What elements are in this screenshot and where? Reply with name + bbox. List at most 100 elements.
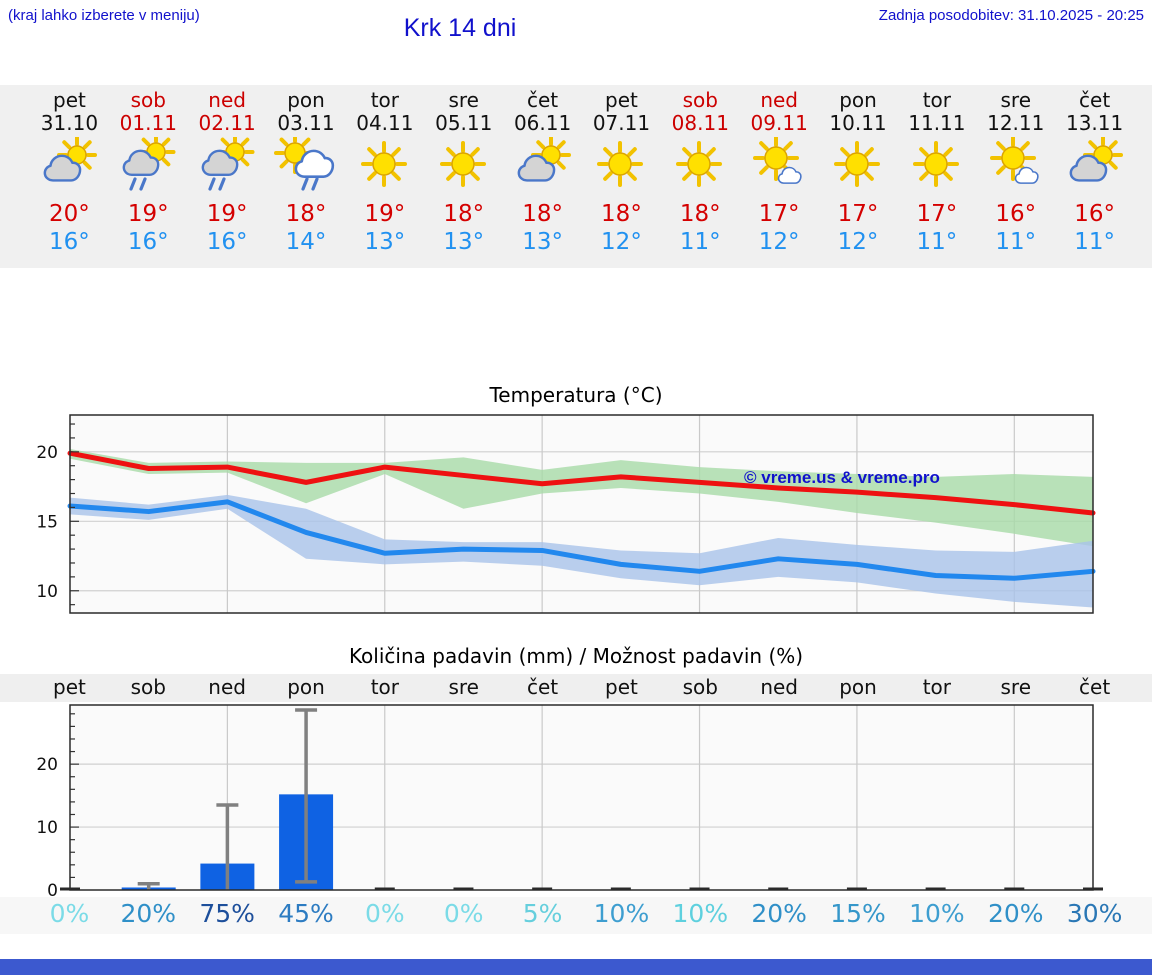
forecast-day-column: sob 08.11 18° 11° (661, 89, 740, 268)
day-weather-icon (1055, 135, 1134, 199)
day-max-temp: 16° (1074, 201, 1115, 227)
day-weather-icon (188, 132, 267, 199)
precip-day-label: sob (682, 675, 718, 699)
day-max-temp: 18° (443, 201, 485, 227)
day-min-temp: 12° (601, 229, 642, 255)
zero-precip-mark (1004, 887, 1025, 891)
sunny-icon (597, 141, 644, 187)
precipitation-probability: 10% (672, 899, 729, 928)
day-name: ned (760, 88, 798, 112)
temp-plot-border (69, 414, 1094, 614)
precip-day-label: pet (53, 675, 86, 699)
day-name: pet (53, 88, 86, 112)
sunny-icon (834, 141, 881, 187)
day-name: ned (208, 88, 246, 112)
precip-day-label: sre (448, 675, 479, 699)
precipitation-probability: 20% (987, 899, 1044, 928)
day-name: sre (1000, 88, 1031, 112)
forecast-day-column: pon 03.11 18° 14° (267, 89, 346, 268)
day-weather-icon (424, 135, 503, 199)
day-min-temp: 12° (758, 229, 800, 255)
mostly-sunny-icon (753, 135, 802, 184)
sunny-icon (676, 141, 723, 187)
day-min-temp: 13° (364, 229, 406, 255)
partly-cloudy-rain-icon (201, 132, 255, 191)
day-name: sob (682, 88, 718, 112)
day-max-temp: 16° (995, 201, 1037, 227)
y-tick-label: 20 (36, 755, 58, 775)
precip-day-label: pet (605, 675, 638, 699)
zero-precip-mark (610, 887, 631, 891)
day-max-temp: 17° (916, 201, 958, 227)
day-min-temp: 14° (285, 229, 327, 255)
y-tick-label: 15 (36, 512, 58, 532)
partly-cloudy-rain-icon (122, 132, 176, 191)
day-name: pon (839, 88, 877, 112)
precipitation-day-labels: pet sob ned pon tor sre čet pet sob ned pon tor sre č… (0, 674, 1152, 702)
precipitation-probability: 15% (830, 899, 886, 928)
day-date: 31.10 (40, 111, 99, 135)
zero-precip-mark (768, 887, 789, 891)
precipitation-probability: 10% (593, 899, 650, 928)
day-max-temp: 18° (601, 201, 642, 227)
max-temp-line (67, 450, 1096, 516)
sunny-icon (360, 141, 407, 187)
day-name: sob (130, 88, 166, 112)
precipitation-probability: 45% (278, 899, 334, 928)
day-min-temp: 16° (127, 229, 169, 255)
forecast-day-column: pet 31.10 20° 16° (30, 89, 109, 268)
day-min-temp: 11° (679, 229, 721, 255)
precipitation-probability: 30% (1066, 899, 1123, 928)
temperature-chart: 10 15 20 (36, 414, 1096, 614)
day-min-temp: 16° (206, 229, 248, 255)
forecast-day-column: sob 01.11 19° 16° (109, 89, 188, 268)
y-tick-label: 10 (36, 582, 58, 602)
day-max-temp: 18° (679, 201, 721, 227)
day-date: 09.11 (750, 111, 808, 135)
day-max-temp: 17° (758, 201, 800, 227)
precip-plot-bg (70, 705, 1093, 890)
day-weather-icon (109, 132, 188, 199)
precipitation-probability: 20% (120, 899, 177, 928)
precip-day-label: sre (1000, 675, 1031, 699)
precipitation-probability: 20% (751, 899, 807, 928)
precip-day-label: sob (130, 675, 166, 699)
forecast-day-column: tor 04.11 19° 13° (345, 89, 424, 268)
day-date: 06.11 (513, 111, 572, 135)
day-weather-icon (897, 135, 976, 199)
zero-precip-mark (846, 887, 867, 891)
watermark-link[interactable]: © vreme.us & vreme.pro (744, 468, 940, 487)
y-tick-label: 0 (47, 881, 58, 898)
forecast-day-column: ned 02.11 19° 16° (188, 89, 267, 268)
day-name: sre (448, 88, 479, 112)
day-weather-icon (819, 135, 898, 199)
day-max-temp: 19° (206, 201, 248, 227)
sun-cloud-right-rain-icon (274, 132, 335, 191)
precipitation-probability: 0% (443, 899, 484, 928)
precip-day-label: tor (370, 675, 400, 699)
day-weather-icon (267, 132, 346, 199)
footer-bar (0, 959, 1152, 975)
day-max-temp: 19° (364, 201, 406, 227)
precip-day-label: pon (839, 675, 877, 699)
day-date: 08.11 (671, 111, 729, 135)
day-date: 02.11 (198, 111, 256, 135)
day-weather-icon (345, 135, 424, 199)
day-max-temp: 18° (522, 201, 563, 227)
partly-cloudy-icon (44, 135, 98, 182)
day-min-temp: 16° (49, 229, 90, 255)
day-name: tor (370, 88, 400, 112)
day-name: pet (605, 88, 638, 112)
forecast-day-column: sre 12.11 16° 11° (976, 89, 1055, 268)
mostly-sunny-icon (989, 135, 1039, 184)
precipitation-probability: 10% (909, 899, 965, 928)
day-weather-icon (740, 135, 819, 199)
precip-day-label: pon (287, 675, 325, 699)
forecast-day-column: čet 13.11 16° 11° (1055, 89, 1134, 268)
day-min-temp: 11° (995, 229, 1037, 255)
precipitation-probability-row: 0% 20% 75% 45% 0% 0% 5% 10% 10% 20% 15% 10% 20% 30% (0, 897, 1152, 934)
day-name: tor (922, 88, 952, 112)
precipitation-chart-title: Količina padavin (mm) / Možnost padavin … (348, 644, 804, 668)
precipitation-probability: 5% (522, 899, 563, 928)
